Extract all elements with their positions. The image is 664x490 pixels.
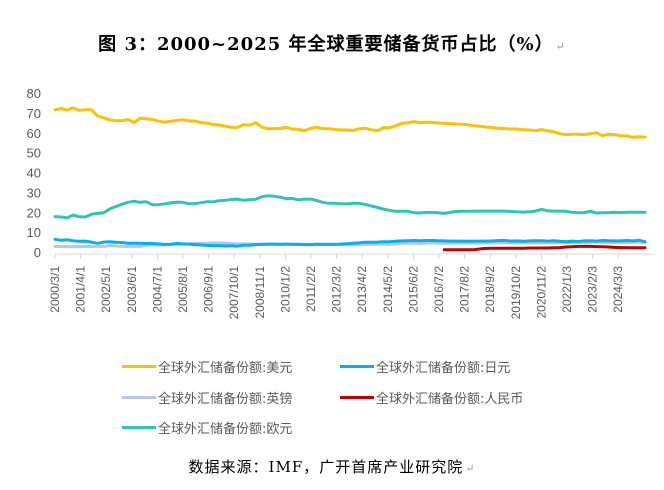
- legend-swatch-usd: [122, 365, 156, 368]
- x-tick-label: 2001/4/1: [74, 266, 88, 313]
- legend-label-gbp: 全球外汇储备份额:英镑: [158, 392, 293, 407]
- y-tick-label: 40: [27, 166, 41, 181]
- x-tick-label: 2024/3/3: [611, 266, 625, 313]
- series-lines: [53, 106, 647, 252]
- x-tick-label: 2016/7/2: [432, 266, 446, 313]
- legend-swatch-jpy: [340, 365, 374, 368]
- x-tick-label: 2012/3/2: [330, 266, 344, 313]
- legend-swatch-eur: [122, 426, 156, 429]
- x-tick-label: 2022/1/3: [560, 266, 574, 313]
- y-tick-label: 60: [27, 126, 41, 141]
- legend-swatch-cny: [340, 396, 374, 399]
- x-axis: 2000/3/1 2001/4/1 2002/5/1 2003/6/1 2004/7/1…: [48, 253, 655, 320]
- paragraph-mark-icon: ↵: [465, 462, 476, 475]
- x-tick-label: 2015/6/2: [406, 266, 420, 313]
- legend-item-eur: 全球外汇储备份额:欧元: [122, 418, 292, 437]
- data-source-text: 数据来源：IMF，广开首席产业研究院: [188, 458, 464, 476]
- x-tick-label: 2014/5/2: [381, 266, 395, 313]
- series-line-cny: [442, 244, 647, 252]
- series-line-eur: [53, 194, 647, 220]
- x-tick-label: 2018/9/2: [483, 266, 497, 313]
- data-source: 数据来源：IMF，广开首席产业研究院 ↵: [0, 456, 664, 477]
- y-tick-label: 80: [27, 86, 41, 101]
- x-tick-label: 2010/1/2: [278, 266, 292, 313]
- y-axis: 0 10 20 30 40 50 60 70 80: [27, 86, 41, 260]
- x-tick-label: 2013/4/2: [355, 266, 369, 313]
- series-line-jpy: [53, 237, 647, 248]
- x-tick-label: 2023/2/3: [586, 266, 600, 313]
- x-tick-label: 2003/6/1: [125, 266, 139, 313]
- x-tick-label: 2005/8/1: [176, 266, 190, 313]
- series-line-usd: [53, 106, 647, 139]
- x-tick-label: 2004/7/1: [150, 266, 164, 313]
- x-tick-label: 2006/9/1: [202, 266, 216, 313]
- paragraph-mark-icon: ↵: [555, 40, 566, 53]
- legend-label-eur: 全球外汇储备份额:欧元: [158, 422, 293, 437]
- x-tick-label: 2020/11/2: [534, 266, 548, 319]
- legend-label-jpy: 全球外汇储备份额:日元: [376, 361, 511, 376]
- legend-item-usd: 全球外汇储备份额:美元: [122, 357, 292, 376]
- y-tick-label: 30: [27, 185, 41, 200]
- x-tick-label: 2011/2/2: [304, 266, 318, 312]
- legend-item-cny: 全球外汇储备份额:人民币: [340, 388, 523, 407]
- x-tick-label: 2008/11/1: [253, 266, 267, 319]
- x-tick-label: 2019/10/2: [509, 266, 523, 320]
- legend-label-cny: 全球外汇储备份额:人民币: [376, 392, 524, 407]
- chart-title-text: 图 3：2000~2025 年全球重要储备货币占比（%）: [98, 34, 554, 55]
- y-tick-label: 50: [27, 146, 41, 161]
- legend-item-gbp: 全球外汇储备份额:英镑: [122, 388, 292, 407]
- y-tick-label: 20: [27, 205, 41, 220]
- legend-item-jpy: 全球外汇储备份额:日元: [340, 357, 510, 376]
- y-tick-label: 70: [27, 106, 41, 121]
- x-tick-label: 2000/3/1: [48, 266, 62, 313]
- line-chart: 0 10 20 30 40 50 60 70 80 2000/3/1 2001/4/1 2002/5…: [27, 86, 655, 320]
- x-tick-label: 2002/5/1: [99, 266, 113, 313]
- legend-label-usd: 全球外汇储备份额:美元: [158, 361, 293, 376]
- y-tick-label: 10: [27, 225, 41, 240]
- x-tick-label: 2007/10/1: [227, 266, 241, 320]
- x-tick-label: 2017/8/2: [458, 266, 472, 313]
- legend-swatch-gbp: [122, 396, 156, 399]
- chart-title: 图 3：2000~2025 年全球重要储备货币占比（%） ↵: [0, 30, 664, 56]
- y-tick-label: 0: [34, 245, 41, 260]
